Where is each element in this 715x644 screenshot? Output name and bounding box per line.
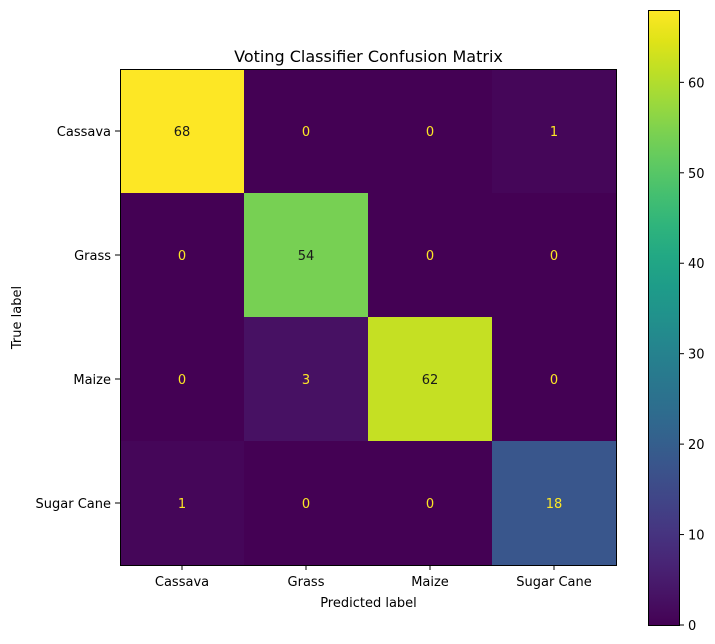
- plot-frame: [120, 69, 617, 566]
- heatmap-cell: [492, 69, 617, 194]
- heatmap-cell: [368, 193, 493, 318]
- cell-value-label: 1: [550, 125, 558, 140]
- heatmap-cell: [120, 441, 245, 566]
- cell-value-label: 68: [174, 125, 191, 140]
- chart-title: Voting Classifier Confusion Matrix: [234, 47, 503, 66]
- heatmap-cell: [244, 317, 369, 442]
- cell-value-label: 54: [298, 249, 315, 264]
- heatmap-cell: [244, 193, 369, 318]
- cell-value-label: 0: [550, 373, 558, 388]
- x-tick-label: Grass: [288, 575, 325, 590]
- colorbar-tick-label: 20: [688, 438, 705, 453]
- x-axis-label: Predicted label: [320, 596, 417, 611]
- cell-value-label: 0: [550, 249, 558, 264]
- colorbar-tick-label: 60: [688, 76, 705, 91]
- heatmap-cell: [492, 441, 617, 566]
- cell-value-label: 0: [426, 249, 434, 264]
- cell-value-label: 62: [422, 373, 439, 388]
- heatmap-cell: [492, 317, 617, 442]
- y-tick-label: Sugar Cane: [36, 497, 111, 512]
- cell-value-label: 0: [426, 125, 434, 140]
- colorbar-tick-label: 50: [688, 167, 705, 182]
- cell-value-label: 0: [178, 249, 186, 264]
- heatmap-cell: [120, 69, 245, 194]
- x-tick-label: Maize: [411, 575, 449, 590]
- cell-value-label: 1: [178, 497, 186, 512]
- colorbar-tick-label: 0: [688, 619, 696, 634]
- heatmap-cell: [120, 317, 245, 442]
- y-tick-label: Grass: [74, 249, 111, 264]
- cell-value-label: 0: [178, 373, 186, 388]
- cell-value-label: 0: [426, 497, 434, 512]
- colorbar-tick-label: 40: [688, 257, 705, 272]
- cell-value-label: 3: [302, 373, 310, 388]
- colorbar-tick-label: 10: [688, 529, 705, 544]
- heatmap-cell: [368, 317, 493, 442]
- colorbar: [648, 10, 680, 626]
- colorbar-tick-label: 30: [688, 348, 705, 363]
- cell-value-label: 0: [302, 125, 310, 140]
- y-tick-label: Maize: [73, 373, 111, 388]
- x-tick-label: Sugar Cane: [516, 575, 591, 590]
- heatmap-cell: [368, 69, 493, 194]
- y-axis-label: True label: [10, 286, 25, 350]
- heatmap-cell: [120, 193, 245, 318]
- y-tick-label: Cassava: [57, 125, 111, 140]
- x-tick-label: Cassava: [155, 575, 209, 590]
- heatmap-cell: [244, 69, 369, 194]
- heatmap-cell: [368, 441, 493, 566]
- cell-value-label: 18: [546, 497, 563, 512]
- heatmap-cell: [244, 441, 369, 566]
- cell-value-label: 0: [302, 497, 310, 512]
- heatmap-cell: [492, 193, 617, 318]
